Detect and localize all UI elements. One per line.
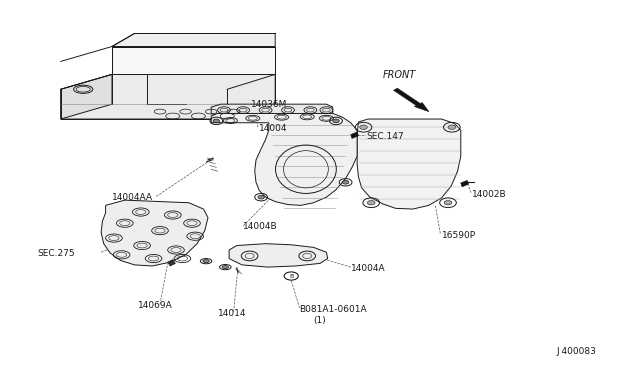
Text: 14004AA: 14004AA — [112, 193, 153, 202]
Text: (1): (1) — [314, 316, 326, 325]
Text: 16590P: 16590P — [442, 231, 476, 240]
Text: 14036M: 14036M — [251, 100, 287, 109]
Polygon shape — [101, 200, 208, 266]
Text: SEC.275: SEC.275 — [37, 249, 75, 258]
Polygon shape — [211, 104, 333, 116]
Polygon shape — [229, 244, 328, 267]
Polygon shape — [211, 113, 357, 205]
Ellipse shape — [222, 266, 228, 269]
Text: 14002B: 14002B — [472, 190, 507, 199]
Text: 14004: 14004 — [259, 124, 287, 133]
Circle shape — [333, 119, 339, 123]
Polygon shape — [357, 119, 461, 209]
Text: B: B — [289, 273, 293, 279]
Polygon shape — [112, 33, 275, 46]
Polygon shape — [461, 180, 468, 187]
Text: J 400083: J 400083 — [557, 347, 596, 356]
Text: SEC.147: SEC.147 — [366, 132, 404, 141]
Text: B081A1-0601A: B081A1-0601A — [300, 305, 367, 314]
Ellipse shape — [203, 260, 209, 263]
Polygon shape — [351, 132, 358, 138]
Circle shape — [360, 125, 367, 129]
Circle shape — [367, 201, 375, 205]
Polygon shape — [112, 46, 275, 74]
Circle shape — [448, 125, 456, 129]
Polygon shape — [61, 74, 112, 119]
Text: 14004B: 14004B — [243, 222, 278, 231]
Circle shape — [444, 201, 452, 205]
Polygon shape — [112, 46, 275, 74]
Text: 14069A: 14069A — [138, 301, 172, 310]
Circle shape — [258, 195, 264, 199]
Circle shape — [342, 180, 349, 184]
Text: 14014: 14014 — [218, 309, 246, 318]
Circle shape — [213, 119, 220, 123]
Polygon shape — [168, 260, 175, 266]
Polygon shape — [61, 74, 275, 119]
Polygon shape — [394, 88, 429, 112]
Text: 14004A: 14004A — [351, 264, 385, 273]
Text: FRONT: FRONT — [383, 70, 416, 80]
